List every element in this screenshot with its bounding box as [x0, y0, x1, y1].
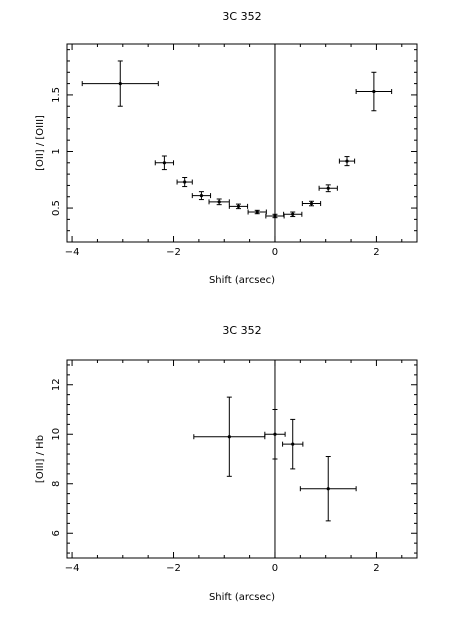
data-point — [247, 209, 267, 215]
data-point — [318, 184, 338, 193]
data-point — [81, 60, 159, 107]
data-point — [283, 211, 303, 218]
point-marker — [291, 212, 295, 216]
point-marker — [326, 186, 330, 190]
x-tick-label: 2 — [373, 247, 379, 258]
point-marker — [255, 210, 259, 214]
point-marker — [372, 89, 376, 94]
y-axis-label: [OII] / [OIII] — [35, 115, 46, 171]
point-marker — [273, 432, 277, 436]
point-marker — [345, 159, 349, 163]
point-marker — [236, 204, 241, 208]
x-tick-label: −2 — [166, 563, 181, 574]
data-marks — [81, 44, 393, 242]
data-point — [208, 198, 230, 206]
x-axis-label: Shift (arcsec) — [209, 592, 275, 603]
axis-ticks: −4 −2 0 2 6 8 10 12 — [51, 360, 417, 574]
x-tick-label: 2 — [373, 563, 379, 574]
y-tick-label: 1 — [51, 148, 62, 154]
point-marker — [291, 442, 295, 446]
chart-title: 3C 352 — [222, 324, 261, 337]
x-tick-label: −2 — [166, 247, 181, 258]
ratio-oiii-hb-panel: 3C 352 Shift (arcsec) [OIII] / Hb −4 −2 0 2… — [35, 324, 418, 603]
data-point — [299, 456, 357, 522]
axis-ticks: −4 −2 0 2 0.5 1 1.5 — [51, 44, 417, 258]
point-marker — [183, 180, 187, 184]
data-point — [191, 191, 212, 201]
y-axis-label: [OIII] / Hb — [35, 435, 46, 483]
data-point — [355, 71, 393, 112]
data-point — [228, 203, 249, 210]
y-tick-label: 10 — [51, 428, 62, 441]
y-tick-label: 1.5 — [51, 87, 62, 103]
y-tick-label: 0.5 — [51, 200, 62, 216]
plot-frame — [66, 43, 418, 243]
point-marker — [309, 201, 314, 206]
x-tick-label: −4 — [65, 563, 80, 574]
x-tick-label: −4 — [65, 247, 80, 258]
data-marks — [193, 360, 357, 558]
data-point — [264, 409, 286, 460]
data-point — [282, 418, 304, 470]
point-marker — [199, 194, 204, 198]
point-marker — [162, 161, 166, 165]
x-tick-label: 0 — [272, 563, 278, 574]
y-tick-label: 8 — [51, 481, 62, 487]
data-point — [338, 156, 356, 167]
y-tick-label: 6 — [51, 530, 62, 536]
x-tick-label: 0 — [272, 247, 278, 258]
point-marker — [273, 214, 277, 218]
point-marker — [118, 82, 122, 86]
data-point — [301, 200, 322, 207]
point-marker — [217, 200, 221, 204]
point-marker — [227, 435, 231, 439]
data-point — [265, 213, 285, 219]
data-point — [176, 177, 193, 188]
plot-frame — [66, 359, 418, 559]
y-tick-label: 12 — [51, 378, 62, 391]
point-marker — [326, 487, 330, 491]
data-point — [193, 396, 266, 477]
x-axis-label: Shift (arcsec) — [209, 275, 275, 286]
ratio-oii-oiii-panel: 3C 352 Shift (arcsec) [OII] / [OIII] −4−… — [35, 10, 418, 286]
chart-title: 3C 352 — [222, 10, 261, 23]
data-point — [154, 155, 175, 171]
